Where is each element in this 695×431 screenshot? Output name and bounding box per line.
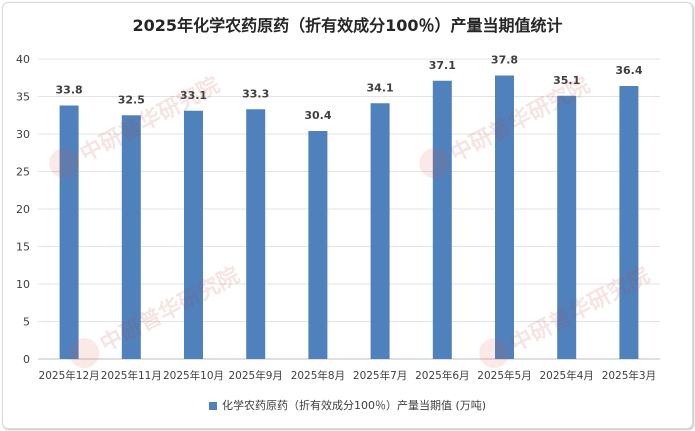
y-tick-label: 35	[16, 91, 30, 104]
data-label: 35.1	[553, 74, 580, 87]
y-tick-label: 40	[16, 53, 30, 66]
y-tick-label: 15	[16, 241, 30, 254]
data-label: 36.4	[615, 64, 642, 77]
bar	[432, 80, 452, 359]
x-tick-label: 2025年10月	[163, 369, 224, 382]
x-tick-label: 2025年6月	[415, 369, 469, 382]
data-label: 37.1	[429, 59, 456, 72]
x-tick-label: 2025年11月	[101, 369, 162, 382]
bar	[59, 105, 79, 359]
y-tick-label: 20	[16, 203, 30, 216]
bar	[308, 131, 328, 359]
gridlines	[38, 58, 660, 360]
bar	[619, 86, 639, 359]
data-label: 33.8	[56, 84, 83, 97]
bar	[184, 110, 203, 359]
x-tick-label: 2025年5月	[477, 369, 531, 382]
y-tick-label: 10	[16, 278, 30, 291]
bar	[121, 115, 141, 359]
bar	[495, 75, 514, 359]
bar	[370, 103, 390, 359]
legend-swatch	[208, 402, 217, 410]
bar	[557, 95, 577, 359]
data-label: 34.1	[367, 81, 394, 94]
chart-title: 2025年化学农药原药（折有效成分100％）产量当期值统计	[132, 16, 563, 35]
data-label: 33.3	[242, 87, 269, 100]
y-tick-label: 0	[23, 353, 30, 366]
chart-legend: 化学农药原药（折有效成分100％）产量当期值 (万吨)	[0, 397, 695, 413]
data-label: 37.8	[491, 54, 518, 67]
y-axis-ticks: 0 5 10 15 20 25 30 35 40	[16, 53, 30, 366]
data-labels: 33.8 32.5 33.1 33.3 30.4 34.1 37.1 37.8 35.1 36.4	[56, 54, 643, 123]
x-tick-label: 2025年12月	[39, 369, 100, 382]
y-tick-label: 25	[16, 166, 30, 179]
x-axis-ticks: 2025年12月 2025年11月 2025年10月 2025年9月 2025年8月 20…	[39, 369, 657, 382]
bar	[246, 109, 266, 359]
x-tick-label: 2025年9月	[228, 369, 282, 382]
data-label: 33.1	[180, 89, 207, 102]
x-tick-label: 2025年3月	[602, 369, 656, 382]
data-label: 30.4	[304, 109, 331, 122]
bars	[59, 75, 639, 359]
data-label: 32.5	[118, 93, 145, 106]
x-tick-label: 2025年8月	[291, 369, 345, 382]
y-tick-label: 30	[16, 128, 30, 141]
legend-label: 化学农药原药（折有效成分100％）产量当期值 (万吨)	[221, 399, 487, 412]
y-tick-label: 5	[23, 316, 30, 329]
x-tick-label: 2025年4月	[539, 369, 593, 382]
x-tick-label: 2025年7月	[353, 369, 407, 382]
